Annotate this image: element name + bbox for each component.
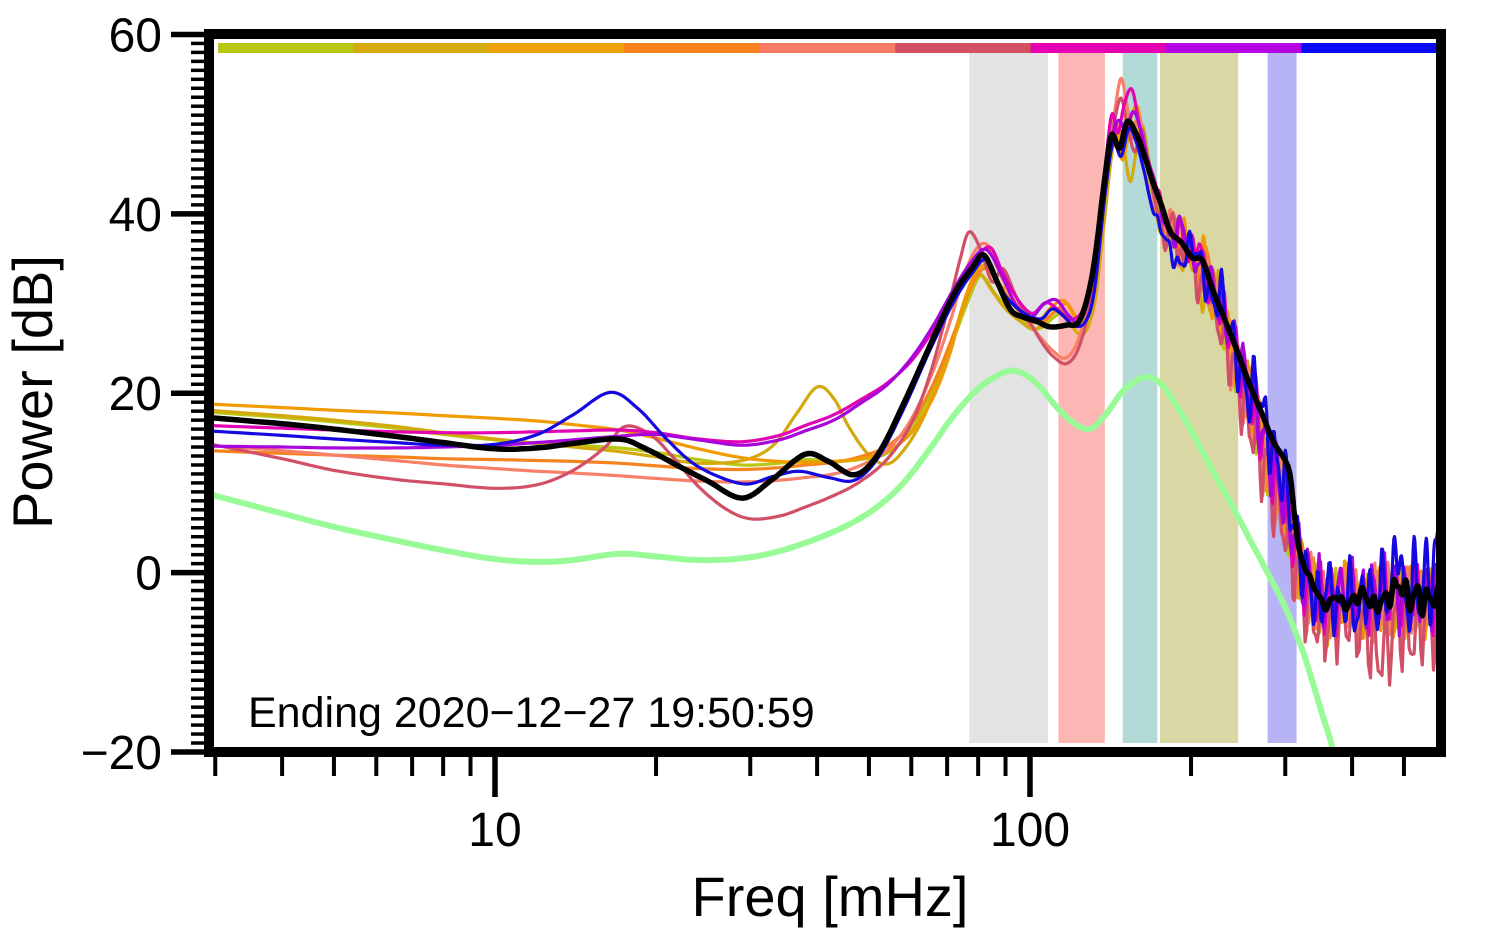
band-pink	[1058, 53, 1105, 743]
time-color-strip	[218, 43, 1438, 53]
x-axis-label: Freq [mHz]	[692, 865, 969, 928]
time-strip-segment-6	[895, 43, 1032, 53]
plot-frame	[204, 29, 1446, 757]
y-axis-label: Power [dB]	[1, 255, 64, 529]
axis-tick-labels: 60 40 20 0 −20 10 100	[81, 9, 1070, 857]
y-tick-label: 40	[109, 189, 162, 242]
y-tick-label: 0	[135, 548, 162, 601]
x-tick-label: 100	[990, 804, 1070, 857]
ending-time-annotation: Ending 2020−12−27 19:50:59	[248, 689, 815, 737]
band-gray	[969, 53, 1048, 743]
y-tick-label: −20	[81, 727, 162, 780]
time-strip-segment-8	[1166, 43, 1303, 53]
series-blue-line	[214, 126, 1437, 638]
series-black-line	[214, 118, 1437, 619]
time-strip-segment-1	[218, 43, 355, 53]
time-strip-segment-2	[353, 43, 490, 53]
y-tick-label: 20	[109, 368, 162, 421]
x-tick-label: 10	[468, 804, 521, 857]
time-strip-segment-9	[1301, 43, 1438, 53]
axis-ticks	[171, 31, 1406, 797]
y-tick-label: 60	[109, 9, 162, 62]
band-lavender	[1267, 53, 1297, 743]
time-strip-segment-4	[624, 43, 761, 53]
spectra-curves	[214, 76, 1437, 748]
time-strip-segment-5	[759, 43, 896, 53]
time-strip-segment-7	[1030, 43, 1167, 53]
time-strip-segment-3	[488, 43, 625, 53]
frequency-band-highlights	[969, 53, 1297, 743]
series-green-line	[214, 367, 1336, 748]
